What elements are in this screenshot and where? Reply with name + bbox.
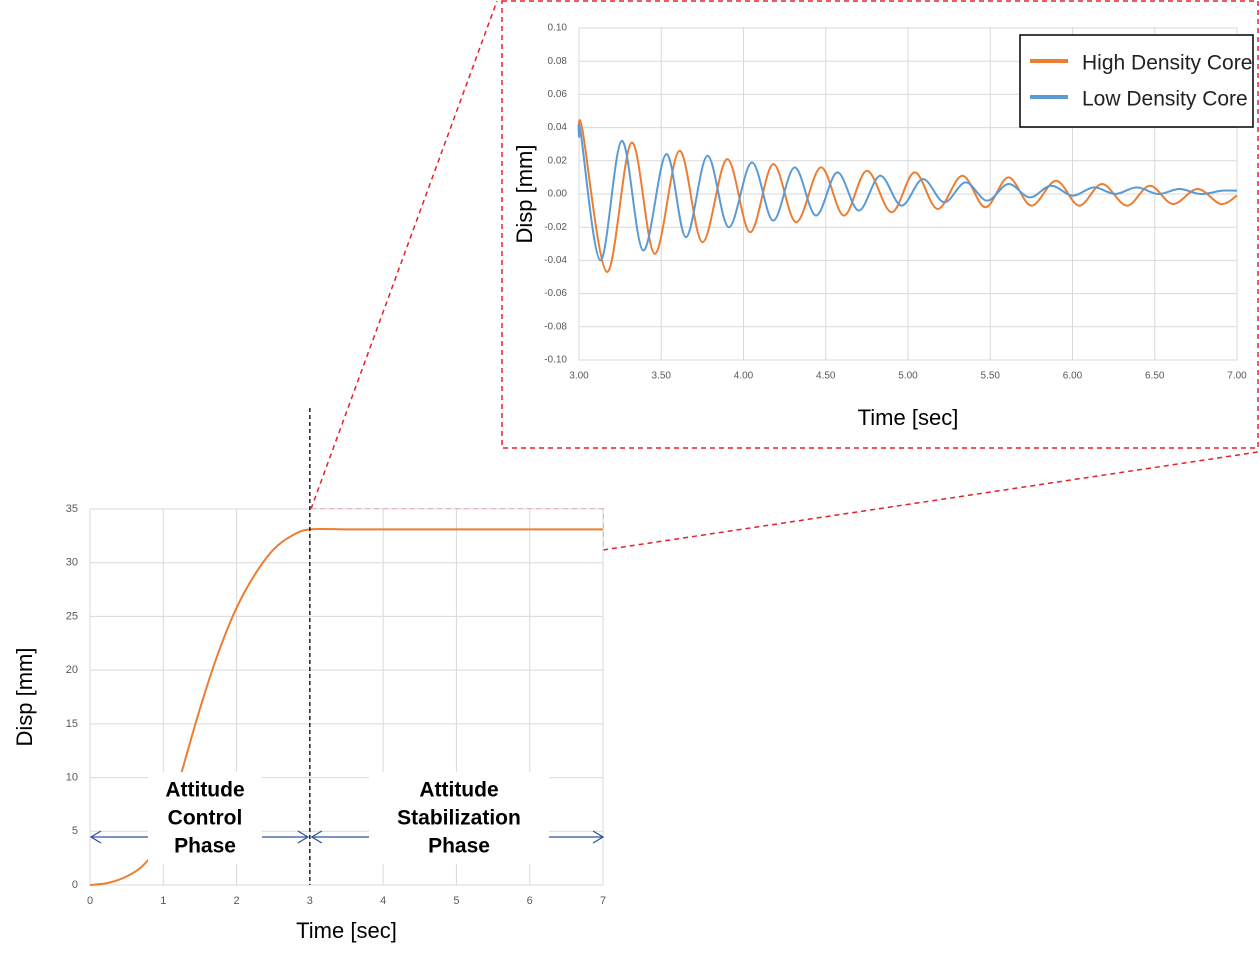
x-tick-label: 6.00: [1063, 371, 1083, 382]
zoom-connector: [310, 0, 498, 510]
x-tick-label: 5.00: [898, 371, 918, 382]
x-tick-label: 3: [307, 895, 313, 907]
y-tick-label: 0.08: [548, 56, 568, 67]
x-tick-label: 6.50: [1145, 371, 1165, 382]
y-axis-title: Disp [mm]: [12, 648, 37, 747]
arrow-head: [89, 830, 102, 844]
x-axis-title: Time [sec]: [858, 405, 959, 430]
arrow-head: [310, 830, 323, 844]
y-tick-label: 0.04: [548, 122, 568, 133]
legend-box: [1019, 34, 1254, 128]
y-tick-label: 0.10: [548, 23, 568, 34]
y-tick-label: 15: [66, 718, 78, 730]
annotation-text: Phase: [428, 835, 490, 858]
chart: 0 5 10 15 20 25 30 35 0 1 2 3 4 5 6 7 Time [sec] Disp [mm…: [12, 408, 606, 943]
annotation-text: Attitude: [165, 779, 244, 802]
y-tick-label: 0.00: [548, 189, 568, 200]
x-tick-label: 0: [87, 895, 93, 907]
annotation-bg: [369, 772, 549, 864]
annotation-text: Phase: [174, 835, 236, 858]
x-tick-label: 4.00: [734, 371, 754, 382]
x-tick-label: 4.50: [816, 371, 836, 382]
series-line: [578, 119, 1238, 274]
y-tick-label: -0.04: [544, 255, 567, 266]
y-tick-label: 35: [66, 503, 78, 515]
series-line: [577, 123, 1238, 262]
legend-label: High Density Core: [1082, 52, 1252, 75]
data-line: [89, 527, 603, 886]
annotation-text: Stabilization: [397, 807, 521, 830]
x-tick-label: 7.00: [1227, 371, 1247, 382]
x-tick-label: 1: [160, 895, 166, 907]
annotation-text: Attitude: [419, 779, 498, 802]
x-tick-label: 5.50: [981, 371, 1001, 382]
y-tick-label: 5: [72, 825, 78, 837]
arrow-head: [297, 830, 310, 844]
x-tick-label: 4: [380, 895, 386, 907]
y-tick-label: 0.06: [548, 89, 568, 100]
y-tick-label: 20: [66, 664, 78, 676]
y-tick-label: 25: [66, 610, 78, 622]
y-tick-label: -0.10: [544, 355, 567, 366]
x-tick-label: 5: [453, 895, 459, 907]
zoom-connector: [602, 451, 1259, 551]
x-axis-title: Time [sec]: [296, 918, 397, 943]
annotation-bg: [148, 772, 262, 864]
y-tick-label: 0.02: [548, 155, 568, 166]
y-tick-label: -0.06: [544, 288, 567, 299]
x-tick-label: 2: [234, 895, 240, 907]
x-tick-label: 7: [600, 895, 606, 907]
x-tick-label: 6: [527, 895, 533, 907]
annotation-text: Control: [168, 807, 243, 830]
y-tick-label: -0.02: [544, 222, 567, 233]
x-tick-label: 3.50: [652, 371, 672, 382]
zoom-frame: [501, 0, 1259, 449]
arrow-head: [592, 830, 605, 844]
chart: -0.10 -0.08 -0.06 -0.04 -0.02 0.00 0.02 0.04 0.0…: [512, 23, 1254, 430]
y-tick-label: 30: [66, 557, 78, 569]
legend-label: Low Density Core: [1082, 88, 1248, 111]
y-tick-label: 10: [66, 771, 78, 783]
y-tick-label: -0.08: [544, 321, 567, 332]
y-axis-title: Disp [mm]: [512, 145, 537, 244]
x-tick-label: 3.00: [569, 371, 589, 382]
y-tick-label: 0: [72, 879, 78, 891]
